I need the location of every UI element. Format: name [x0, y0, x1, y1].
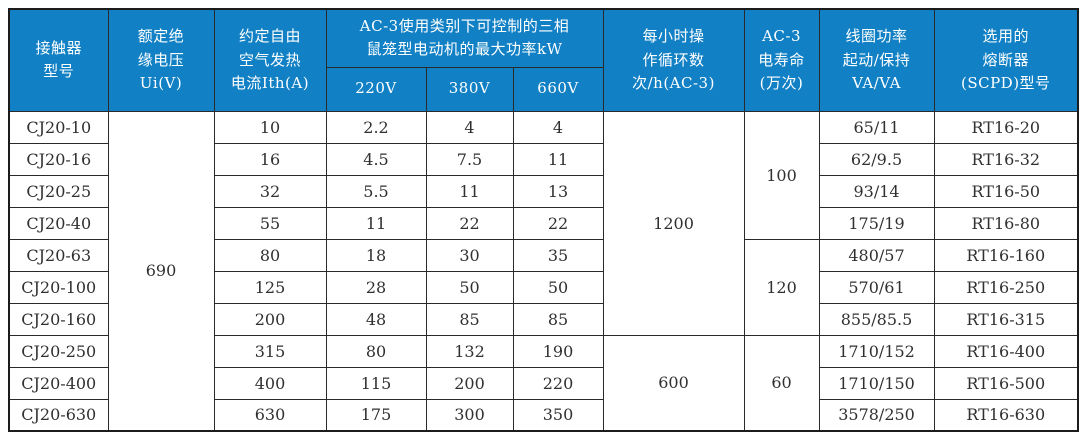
fuse-cell: RT16-315 [933, 302, 1079, 336]
model-cell: CJ20-250 [8, 334, 109, 368]
p380-cell: 200 [425, 366, 514, 400]
model-cell: CJ20-400 [8, 366, 109, 400]
coil-cell: 175/19 [818, 206, 935, 240]
p220-cell: 2.2 [325, 110, 427, 144]
table-row: CJ20-630 630 175 300 350 3578/250 RT16-6… [8, 398, 1079, 432]
header-coil-power: 线圈功率 起动/保持 VA/VA [818, 8, 935, 112]
header-220v: 220V [325, 66, 427, 112]
model-cell: CJ20-25 [8, 174, 109, 208]
fuse-cell: RT16-80 [933, 206, 1079, 240]
p220-cell: 80 [325, 334, 427, 368]
p220-cell: 175 [325, 398, 427, 432]
life-cell: 60 [743, 334, 820, 432]
coil-cell: 3578/250 [818, 398, 935, 432]
table-row: CJ20-10 690 10 2.2 4 4 1200 100 65/11 RT… [8, 110, 1079, 432]
p660-cell: 220 [512, 366, 604, 400]
ith-cell: 315 [213, 334, 327, 368]
coil-cell: 62/9.5 [818, 142, 935, 176]
fuse-cell: RT16-400 [933, 334, 1079, 368]
ith-cell: 200 [213, 302, 327, 336]
life-cell: 100 [743, 110, 820, 240]
p660-cell: 85 [512, 302, 604, 336]
model-cell: CJ20-16 [8, 142, 109, 176]
coil-cell: 1710/152 [818, 334, 935, 368]
p660-cell: 13 [512, 174, 604, 208]
table-row: CJ20-40 55 11 22 22 175/19 RT16-80 [8, 206, 1079, 240]
header-380v: 380V [425, 66, 514, 112]
p220-cell: 11 [325, 206, 427, 240]
header-model: 接触器 型号 [8, 8, 109, 112]
header-thermal-current: 约定自由 空气发热 电流Ith(A) [213, 8, 327, 112]
fuse-cell: RT16-500 [933, 366, 1079, 400]
p660-cell: 11 [512, 142, 604, 176]
spec-table: 接触器 型号 额定绝 缘电压 Ui(V) 约定自由 空气发热 电流Ith(A) … [8, 8, 1080, 432]
table-row: CJ20-100 125 28 50 50 570/61 RT16-250 [8, 270, 1079, 304]
cycles-cell: 600 [602, 334, 745, 432]
p220-cell: 115 [325, 366, 427, 400]
model-cell: CJ20-160 [8, 302, 109, 336]
coil-cell: 855/85.5 [818, 302, 935, 336]
p660-cell: 4 [512, 110, 604, 144]
ith-cell: 10 [213, 110, 327, 144]
cycles-cell: 1200 [602, 110, 745, 336]
header-fuse-type: 选用的 熔断器 (SCPD)型号 [933, 8, 1079, 112]
header-ac3-power-group: AC-3使用类别下可控制的三相 鼠笼型电动机的最大功率kW [325, 8, 604, 68]
ith-cell: 55 [213, 206, 327, 240]
ith-cell: 125 [213, 270, 327, 304]
p220-cell: 18 [325, 238, 427, 272]
ith-cell: 630 [213, 398, 327, 432]
p380-cell: 132 [425, 334, 514, 368]
insulation-voltage-cell: 690 [107, 110, 215, 432]
p660-cell: 190 [512, 334, 604, 368]
model-cell: CJ20-100 [8, 270, 109, 304]
p220-cell: 28 [325, 270, 427, 304]
p220-cell: 5.5 [325, 174, 427, 208]
model-cell: CJ20-40 [8, 206, 109, 240]
coil-cell: 93/14 [818, 174, 935, 208]
ith-cell: 80 [213, 238, 327, 272]
p380-cell: 11 [425, 174, 514, 208]
p380-cell: 300 [425, 398, 514, 432]
p220-cell: 48 [325, 302, 427, 336]
fuse-cell: RT16-630 [933, 398, 1079, 432]
p380-cell: 85 [425, 302, 514, 336]
ith-cell: 16 [213, 142, 327, 176]
table-row: CJ20-16 16 4.5 7.5 11 62/9.5 RT16-32 [8, 142, 1079, 176]
header-660v: 660V [512, 66, 604, 112]
table-row: CJ20-250 315 80 132 190 600 60 1710/152 … [8, 334, 1079, 432]
p380-cell: 30 [425, 238, 514, 272]
fuse-cell: RT16-20 [933, 110, 1079, 144]
table-row: CJ20-25 32 5.5 11 13 93/14 RT16-50 [8, 174, 1079, 208]
header-row-1: 接触器 型号 额定绝 缘电压 Ui(V) 约定自由 空气发热 电流Ith(A) … [8, 8, 1079, 112]
table-row: CJ20-400 400 115 200 220 1710/150 RT16-5… [8, 366, 1079, 400]
p660-cell: 50 [512, 270, 604, 304]
p380-cell: 50 [425, 270, 514, 304]
model-cell: CJ20-10 [8, 110, 109, 144]
p220-cell: 4.5 [325, 142, 427, 176]
ith-cell: 400 [213, 366, 327, 400]
header-insulation-voltage: 额定绝 缘电压 Ui(V) [107, 8, 215, 112]
p660-cell: 22 [512, 206, 604, 240]
p380-cell: 22 [425, 206, 514, 240]
coil-cell: 65/11 [818, 110, 935, 144]
coil-cell: 570/61 [818, 270, 935, 304]
coil-cell: 480/57 [818, 238, 935, 272]
fuse-cell: RT16-250 [933, 270, 1079, 304]
life-cell: 120 [743, 238, 820, 336]
fuse-cell: RT16-160 [933, 238, 1079, 272]
p660-cell: 350 [512, 398, 604, 432]
coil-cell: 1710/150 [818, 366, 935, 400]
header-row-2: 220V 380V 660V [9, 66, 1078, 112]
fuse-cell: RT16-50 [933, 174, 1079, 208]
ith-cell: 32 [213, 174, 327, 208]
model-cell: CJ20-63 [8, 238, 109, 272]
p380-cell: 7.5 [425, 142, 514, 176]
p660-cell: 35 [512, 238, 604, 272]
p380-cell: 4 [425, 110, 514, 144]
fuse-cell: RT16-32 [933, 142, 1079, 176]
model-cell: CJ20-630 [8, 398, 109, 432]
header-cycles-per-hour: 每小时操 作循环数 次/h(AC-3) [602, 8, 745, 112]
header-electrical-life: AC-3 电寿命 (万次) [743, 8, 820, 112]
